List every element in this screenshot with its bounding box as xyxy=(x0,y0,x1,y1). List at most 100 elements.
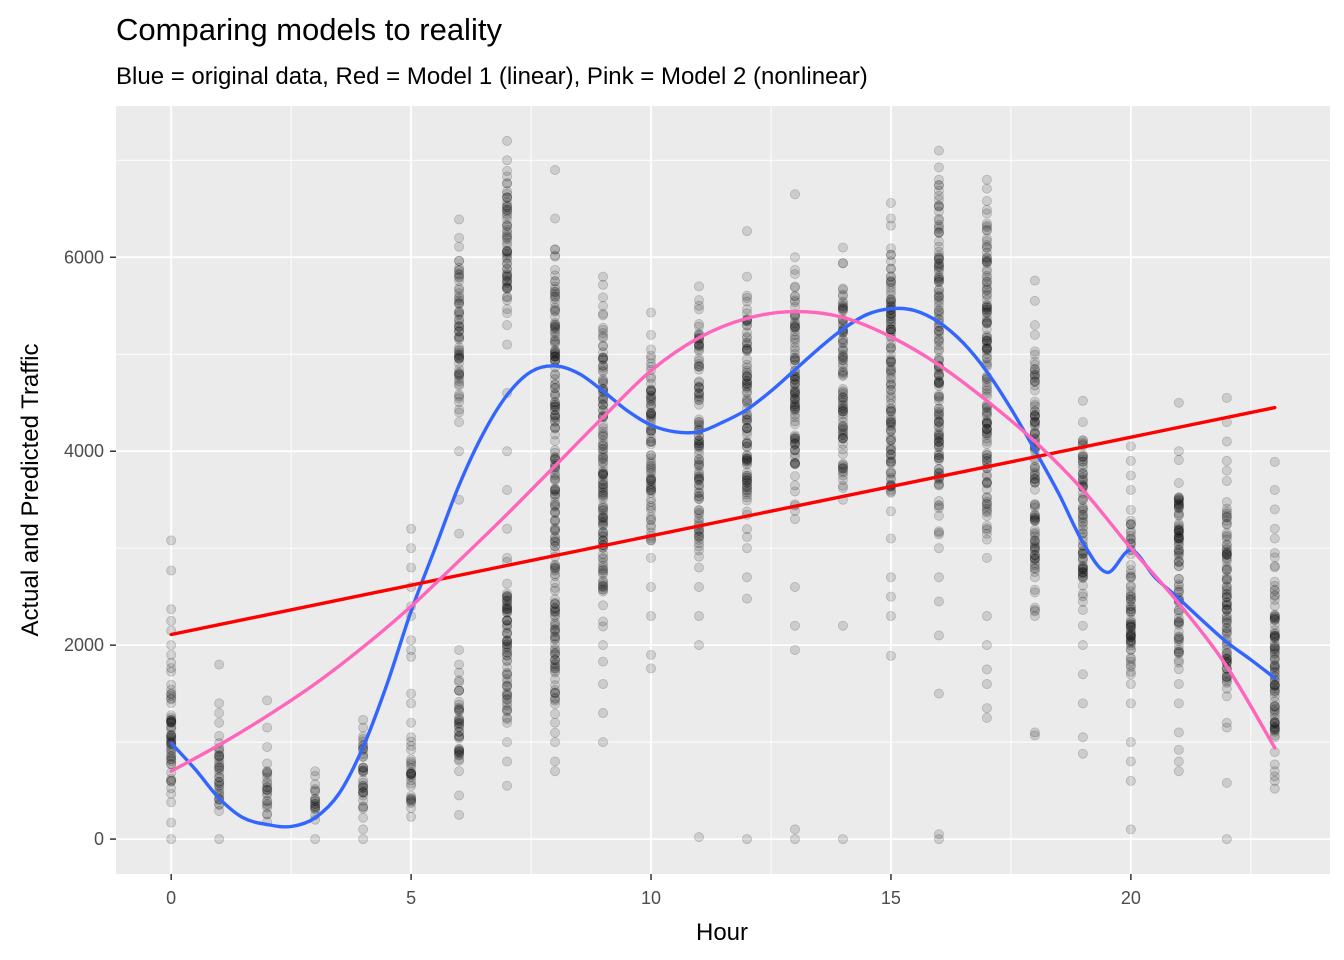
data-point xyxy=(166,684,177,695)
data-point xyxy=(981,453,992,464)
data-point xyxy=(837,406,848,417)
data-point xyxy=(454,358,465,369)
data-point xyxy=(502,644,513,655)
data-point xyxy=(454,373,465,384)
data-point xyxy=(885,468,896,479)
data-point xyxy=(550,306,561,317)
data-point xyxy=(598,378,609,389)
data-point xyxy=(1221,455,1232,466)
data-point xyxy=(454,269,465,280)
data-point xyxy=(454,325,465,336)
data-point xyxy=(789,439,800,450)
data-point xyxy=(214,717,225,728)
data-point xyxy=(550,569,561,580)
data-point xyxy=(741,296,752,307)
data-point xyxy=(550,655,561,666)
data-point xyxy=(310,798,321,809)
data-point xyxy=(262,809,273,820)
data-point xyxy=(933,329,944,340)
data-point xyxy=(262,722,273,733)
data-point xyxy=(454,730,465,741)
data-point xyxy=(358,803,369,814)
data-point xyxy=(694,295,705,306)
data-point xyxy=(837,301,848,312)
data-point xyxy=(741,333,752,344)
data-point xyxy=(741,393,752,404)
data-point xyxy=(1269,637,1280,648)
data-point xyxy=(694,534,705,545)
data-point xyxy=(789,459,800,470)
data-point xyxy=(646,514,657,525)
data-point xyxy=(646,400,657,411)
data-point xyxy=(1077,454,1088,465)
data-point xyxy=(981,290,992,301)
data-point xyxy=(1029,560,1040,571)
x-tick-label: 15 xyxy=(881,888,901,908)
data-point xyxy=(1125,621,1136,632)
data-point xyxy=(1221,575,1232,586)
data-point xyxy=(646,378,657,389)
data-point xyxy=(885,458,896,469)
data-point xyxy=(406,778,417,789)
data-point xyxy=(598,530,609,541)
data-point xyxy=(1077,417,1088,428)
data-point xyxy=(598,462,609,473)
data-point xyxy=(885,349,896,360)
data-point xyxy=(981,452,992,463)
data-point xyxy=(166,715,177,726)
data-point xyxy=(550,324,561,335)
data-point xyxy=(885,289,896,300)
data-point xyxy=(598,527,609,538)
data-point xyxy=(1125,644,1136,655)
data-point xyxy=(502,667,513,678)
data-point xyxy=(454,696,465,707)
data-point xyxy=(789,834,800,845)
data-point xyxy=(1221,673,1232,684)
data-point xyxy=(550,508,561,519)
data-point xyxy=(885,449,896,460)
data-point xyxy=(502,615,513,626)
data-point xyxy=(1029,549,1040,560)
data-point xyxy=(502,700,513,711)
data-point xyxy=(214,763,225,774)
data-point xyxy=(694,387,705,398)
data-point xyxy=(837,284,848,295)
data-point xyxy=(1173,540,1184,551)
data-point xyxy=(741,344,752,355)
data-point xyxy=(1029,538,1040,549)
data-point xyxy=(789,620,800,631)
data-point xyxy=(981,252,992,263)
data-point xyxy=(1221,617,1232,628)
data-point xyxy=(885,324,896,335)
data-point xyxy=(789,269,800,280)
data-point xyxy=(406,760,417,771)
data-point xyxy=(1077,395,1088,406)
data-point xyxy=(550,334,561,345)
data-point xyxy=(406,771,417,782)
data-point xyxy=(933,272,944,283)
data-point xyxy=(1221,547,1232,558)
data-point xyxy=(214,805,225,816)
data-point xyxy=(789,471,800,482)
data-point xyxy=(262,790,273,801)
data-point xyxy=(550,655,561,666)
data-point xyxy=(837,433,848,444)
data-point xyxy=(262,785,273,796)
data-point xyxy=(550,506,561,517)
data-point xyxy=(933,219,944,230)
data-point xyxy=(1173,527,1184,538)
data-point xyxy=(550,658,561,669)
y-tick-label: 4000 xyxy=(64,441,104,461)
data-point xyxy=(454,350,465,361)
data-point xyxy=(598,450,609,461)
data-point xyxy=(406,768,417,779)
data-point xyxy=(454,704,465,715)
data-point xyxy=(1029,498,1040,509)
data-point xyxy=(598,502,609,513)
data-point xyxy=(837,302,848,313)
data-point xyxy=(885,354,896,365)
data-point xyxy=(837,367,848,378)
data-point xyxy=(598,553,609,564)
data-point xyxy=(741,472,752,483)
data-point xyxy=(885,356,896,367)
